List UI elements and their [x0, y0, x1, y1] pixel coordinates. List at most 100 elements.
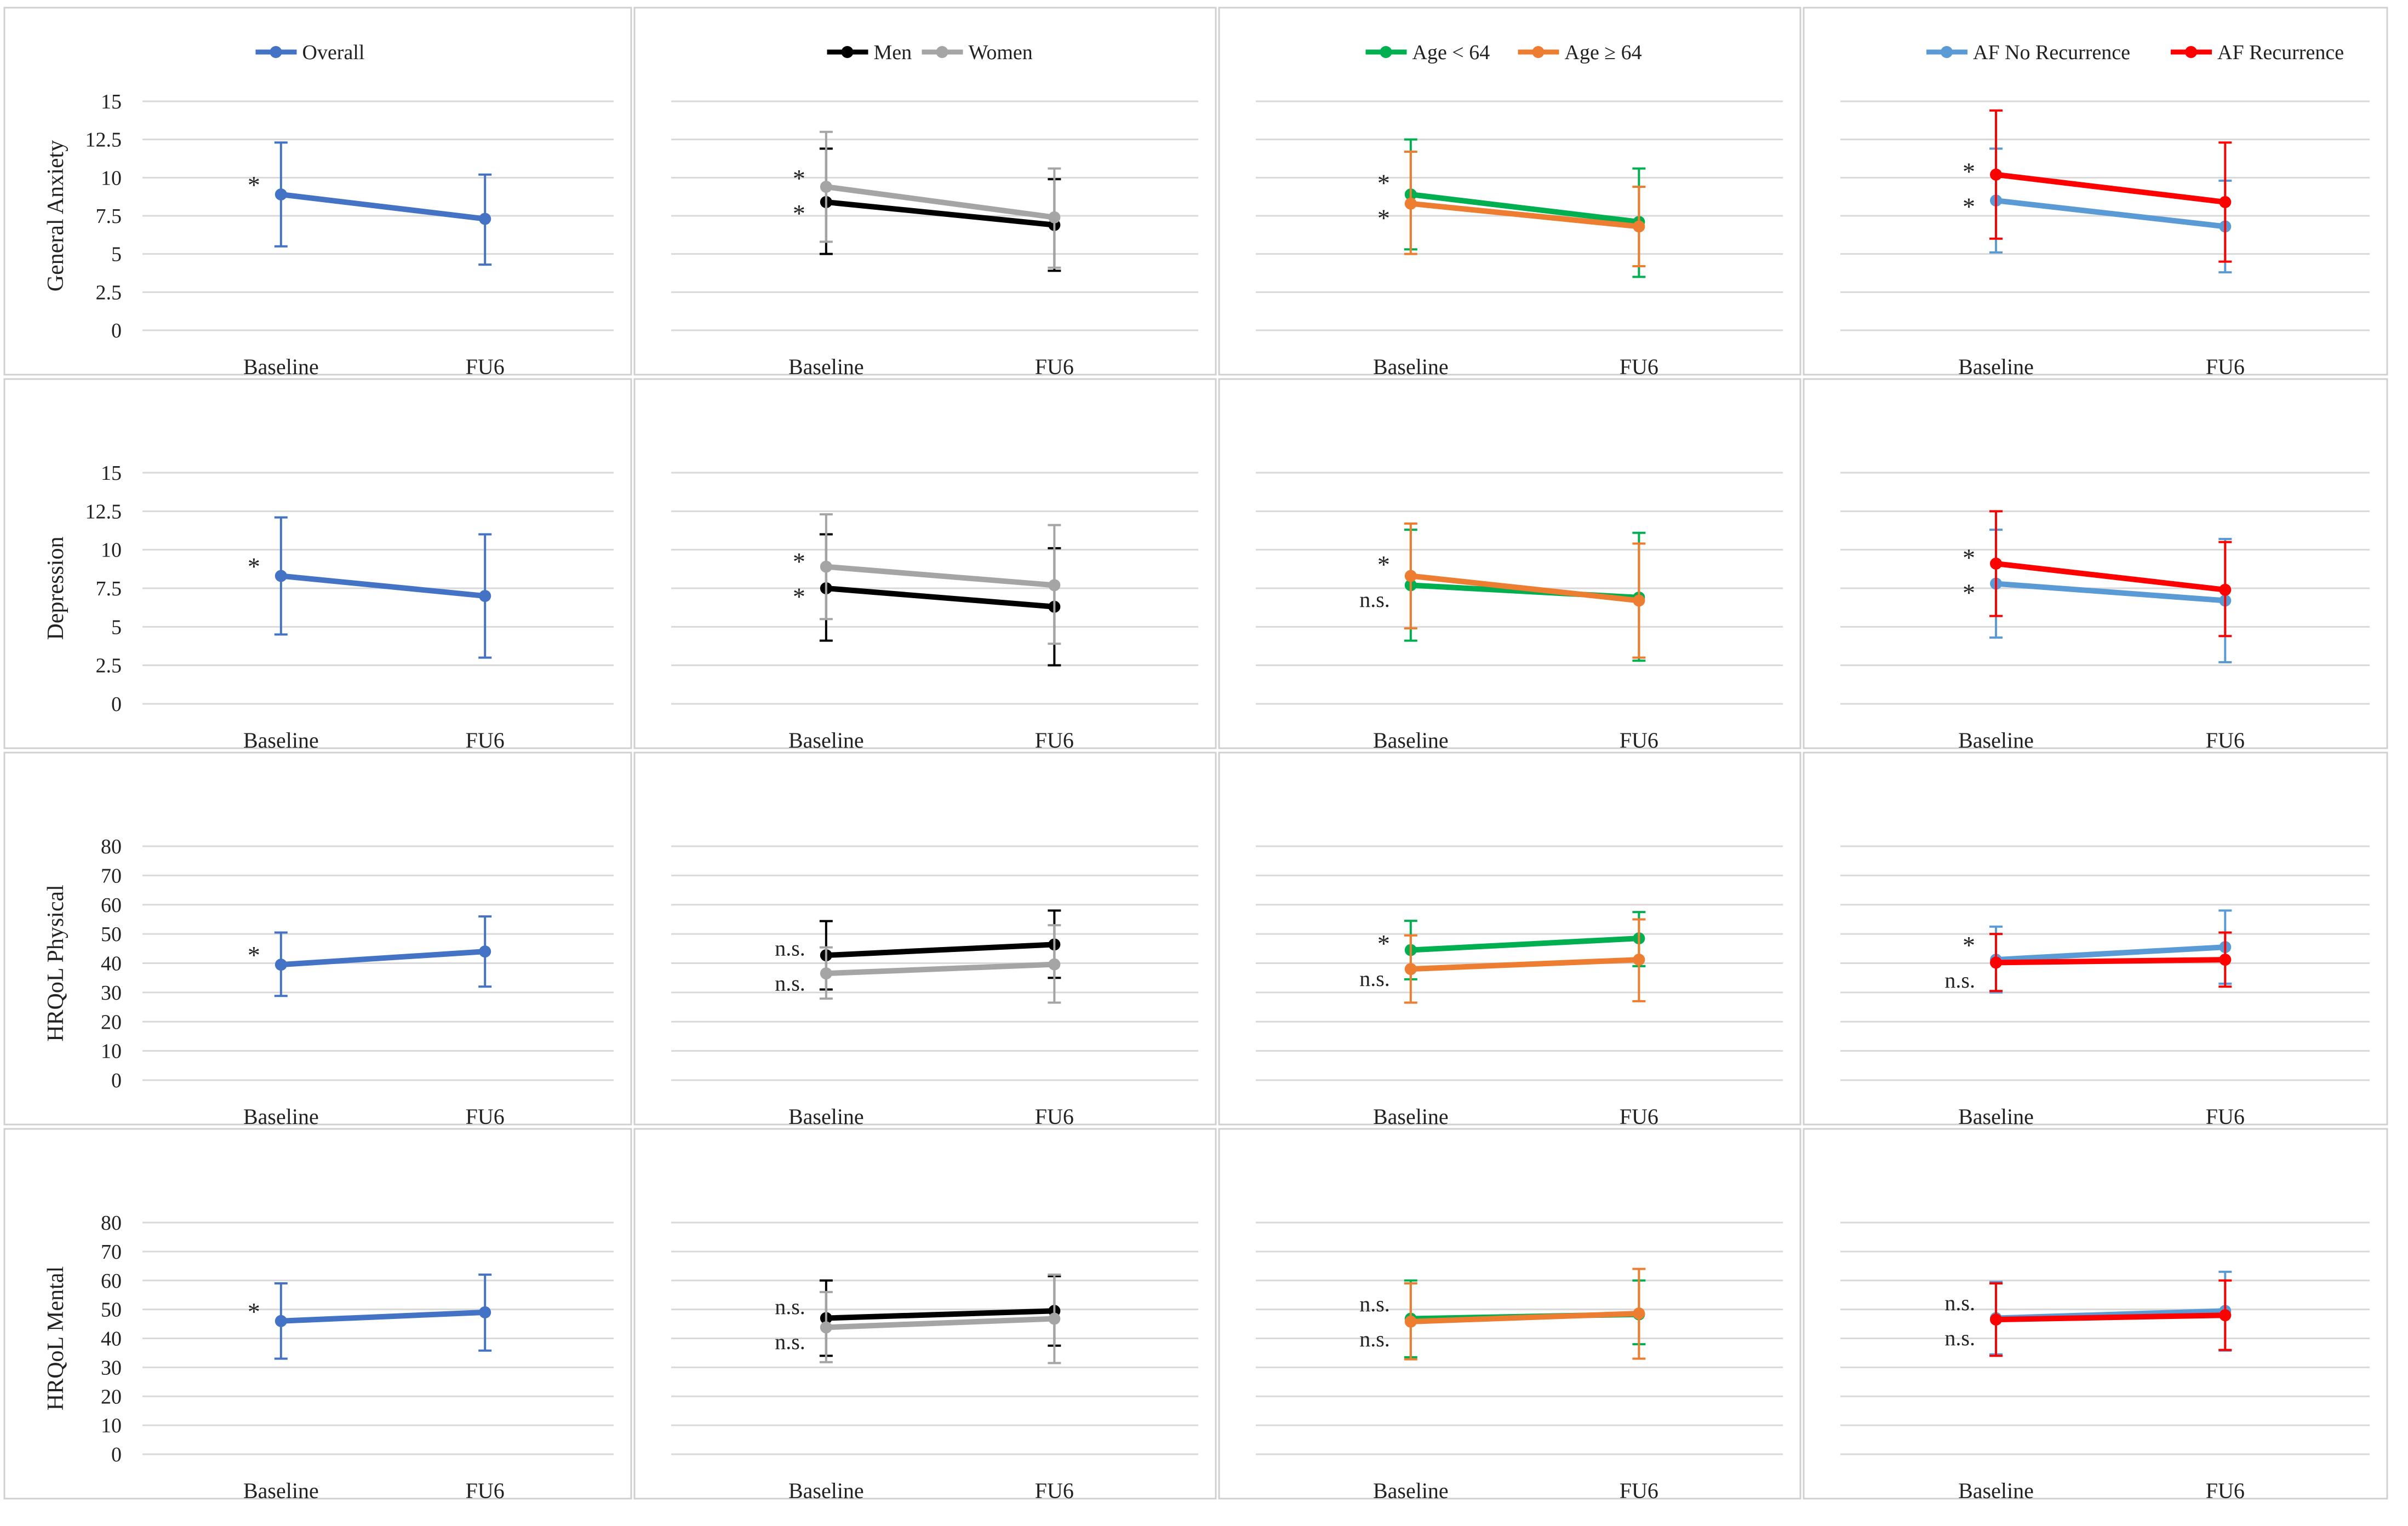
y-tick-label: 0	[111, 1069, 122, 1092]
y-tick-label: 0	[111, 693, 122, 716]
data-point	[1990, 168, 2003, 181]
significance-label: *	[1963, 931, 1975, 959]
y-tick-label: 10	[101, 539, 122, 562]
legend-marker	[1532, 46, 1545, 58]
significance-label: *	[248, 171, 260, 199]
series-men	[819, 533, 1061, 667]
data-point	[1990, 956, 2003, 969]
x-tick-label: FU6	[466, 1104, 505, 1129]
legend-marker	[1380, 46, 1392, 58]
legend-label: Age ≥ 64	[1565, 41, 1642, 64]
panel-border	[633, 751, 1217, 1126]
panel-border	[633, 378, 1217, 749]
legend-label: Men	[874, 41, 912, 64]
y-tick-label: 5	[111, 616, 122, 639]
chart-panel-r2-c1: Baseline FU6 n.s. n.s.	[633, 751, 1217, 1129]
x-tick-label: FU6	[1620, 1104, 1658, 1129]
series-line	[278, 573, 488, 599]
data-point	[2219, 954, 2232, 966]
series-women	[819, 130, 1061, 269]
x-tick-label: FU6	[2206, 1478, 2245, 1503]
data-point	[1404, 570, 1417, 582]
legend: Men Women	[827, 41, 1033, 64]
significance-label: *	[793, 582, 805, 610]
data-point	[274, 1315, 287, 1327]
x-tick-label: Baseline	[1373, 354, 1449, 379]
y-tick-label: 30	[101, 1356, 122, 1379]
series-women	[819, 513, 1061, 645]
panel-border	[3, 1128, 632, 1500]
x-tick-label: FU6	[2206, 1104, 2245, 1129]
data-point	[479, 213, 491, 225]
legend-label: AF Recurrence	[2217, 41, 2344, 64]
legend: AF No Recurrence AF Recurrence	[1926, 41, 2344, 64]
data-point	[1048, 958, 1061, 971]
series-line	[1408, 191, 1642, 225]
legend-label: Women	[969, 41, 1033, 64]
panel-border	[633, 7, 1217, 376]
series-line	[1408, 200, 1642, 230]
data-point	[1048, 579, 1061, 592]
significance-label: *	[1377, 550, 1390, 578]
x-tick-label: Baseline	[1373, 1478, 1449, 1503]
y-tick-label: 70	[101, 864, 122, 887]
x-tick-label: Baseline	[788, 1478, 864, 1503]
significance-label: *	[793, 164, 805, 192]
series-af-no-recurrence	[1989, 909, 2232, 994]
x-tick-label: FU6	[466, 728, 505, 753]
series-line	[1993, 560, 2228, 593]
series-women	[819, 1273, 1061, 1364]
y-tick-label: 20	[101, 1385, 122, 1408]
y-axis-title: HRQoL Physical	[43, 885, 68, 1042]
chart-panel-r2-c3: Baseline FU6 * n.s.	[1803, 751, 2388, 1129]
data-point	[2219, 583, 2232, 596]
series-line	[823, 564, 1057, 588]
significance-label: n.s.	[1359, 1327, 1390, 1351]
significance-label: n.s.	[1944, 1290, 1975, 1315]
data-point	[1404, 197, 1417, 210]
chart-panel-r1-c0: 0 2.5 5 7.5 10 12.5 15 Depression Baseline FU6 *	[3, 378, 632, 753]
y-axis-title: Depression	[43, 537, 68, 640]
series-line	[1408, 957, 1642, 972]
series-women	[819, 924, 1061, 1004]
series-age-64	[1404, 522, 1646, 659]
series-age-64	[1404, 918, 1646, 1004]
legend-marker	[2185, 46, 2197, 58]
legend: Age < 64 Age ≥ 64	[1365, 41, 1642, 64]
y-tick-label: 0	[111, 1443, 122, 1466]
legend-marker	[936, 46, 948, 58]
data-point	[274, 570, 287, 582]
data-point	[1633, 594, 1645, 607]
series-line	[1408, 936, 1642, 953]
y-tick-label: 30	[101, 982, 122, 1005]
y-tick-label: 60	[101, 894, 122, 917]
x-tick-label: Baseline	[243, 354, 319, 379]
panel-border	[1218, 751, 1801, 1126]
y-tick-label: 80	[101, 835, 122, 858]
series-line	[823, 184, 1057, 220]
series-line	[823, 199, 1057, 228]
chart-panel-r0-c1: Baseline FU6 * * Men Women	[633, 7, 1217, 379]
y-tick-label: 10	[101, 167, 122, 190]
panel-border	[3, 7, 632, 376]
panel-border	[1803, 751, 2388, 1126]
x-tick-label: Baseline	[1373, 1104, 1449, 1129]
significance-label: *	[1377, 930, 1390, 957]
y-tick-label: 50	[101, 923, 122, 946]
y-axis-title: HRQoL Mental	[43, 1266, 68, 1410]
legend: Overall	[255, 41, 364, 64]
chart-panel-r1-c1: Baseline FU6 * *	[633, 378, 1217, 753]
y-tick-label: 12.5	[85, 500, 122, 523]
y-tick-label: 20	[101, 1011, 122, 1034]
y-axis-title: General Anxiety	[43, 140, 68, 291]
data-point	[1633, 1307, 1645, 1320]
significance-label: n.s.	[1359, 966, 1390, 991]
series-line	[1993, 1312, 2228, 1323]
significance-label: n.s.	[775, 971, 805, 996]
x-tick-label: FU6	[466, 1478, 505, 1503]
x-tick-label: Baseline	[1958, 354, 2034, 379]
panel-border	[1218, 1128, 1801, 1500]
series-af-recurrence	[1989, 1279, 2232, 1357]
series-line	[823, 961, 1057, 977]
x-tick-label: FU6	[1620, 728, 1658, 753]
